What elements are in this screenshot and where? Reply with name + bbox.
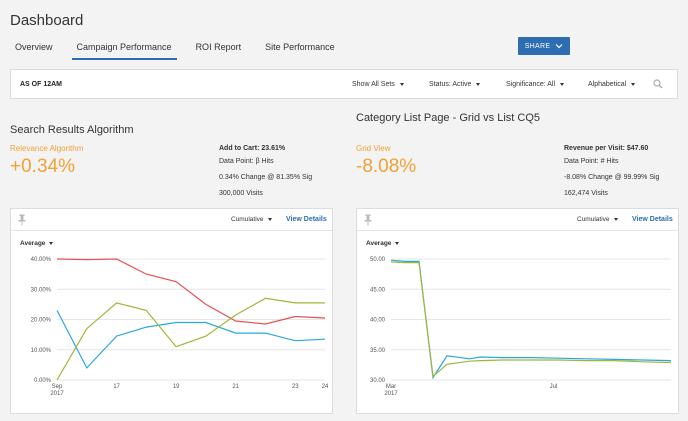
series-line-2 [56, 297, 325, 381]
page-title: Dashboard [10, 12, 84, 29]
series-line-1 [56, 310, 326, 369]
right-metric-label: Grid View [356, 144, 391, 153]
tab-roi-report[interactable]: ROI Report [195, 42, 242, 52]
tab-site-performance[interactable]: Site Performance [265, 42, 335, 52]
left-metric-value: +0.34% [10, 156, 75, 177]
right-metric-value: -8.08% [356, 156, 417, 177]
chevron-down-icon [395, 242, 400, 245]
show-all-sets-dropdown[interactable]: Show All Sets [352, 81, 404, 88]
x-tick-label: Mar [386, 384, 396, 390]
x-tick-label: 17 [113, 384, 120, 390]
left-section-title: Search Results Algorithm [10, 124, 134, 136]
x-sub-label: 2017 [50, 391, 64, 397]
significance-label: Significance: All [506, 80, 556, 88]
x-tick-label: Jul [550, 384, 558, 390]
status-label: Status: Active [429, 80, 472, 88]
chevron-down-icon [476, 82, 481, 86]
cumulative-label: Cumulative [577, 216, 610, 223]
y-tick-label: 40.00 [370, 318, 386, 324]
status-dropdown[interactable]: Status: Active [429, 80, 481, 88]
y-tick-label: 20.00% [31, 318, 52, 324]
average-label: Average [366, 240, 392, 247]
show-all-sets-label: Show All Sets [352, 80, 395, 88]
left-stat-data-point: Data Point: β Hits [219, 158, 274, 165]
right-chart-card: Cumulative View Details Average 30.00 35.… [356, 208, 679, 414]
right-stat-heading: Revenue per Visit: $47.60 [564, 145, 649, 152]
tab-campaign-performance[interactable]: Campaign Performance [71, 40, 177, 60]
significance-dropdown[interactable]: Significance: All [506, 80, 565, 88]
y-tick-label: 40.00% [31, 257, 52, 263]
left-chart-card: Cumulative View Details Average 0.00% 10.… [10, 208, 333, 414]
left-stat-heading: Add to Cart: 23.61% [219, 145, 286, 152]
share-button[interactable]: SHARE [518, 37, 570, 55]
x-tick-label: 21 [232, 384, 239, 390]
series-line-0 [56, 258, 326, 325]
left-metric-label: Relevance Algorithm [10, 144, 84, 153]
average-label: Average [20, 240, 46, 247]
x-tick-label: 19 [173, 384, 180, 390]
chevron-down-icon [399, 82, 404, 86]
right-stat-change: -8.08% Change @ 99.99% Sig [564, 174, 660, 181]
right-line-chart: 30.00 35.00 40.00 45.00 50.00 Mar Jul 2017 [370, 257, 672, 397]
y-tick-label: 50.00 [370, 257, 386, 263]
y-tick-label: 35.00 [370, 348, 386, 354]
share-label: SHARE [524, 42, 551, 50]
filter-bar: AS OF 12AM Show All Sets Status: Active … [10, 69, 678, 99]
right-stat-data-point: Data Point: # Hits [564, 158, 619, 165]
x-sub-label: 2017 [384, 391, 398, 397]
series-line-1 [390, 261, 672, 378]
sort-dropdown[interactable]: Alphabetical [588, 80, 636, 88]
average-dropdown[interactable]: Average [20, 240, 54, 247]
y-tick-label: 0.00% [34, 378, 52, 384]
cumulative-label: Cumulative [231, 216, 264, 223]
sort-label: Alphabetical [588, 80, 627, 88]
tab-bar: Overview Campaign Performance ROI Report… [10, 40, 354, 60]
chevron-down-icon [613, 218, 618, 221]
x-tick-label: 24 [322, 384, 329, 390]
y-tick-label: 10.00% [31, 348, 52, 354]
right-section-title: Category List Page - Grid vs List CQ5 [356, 112, 541, 124]
y-tick-label: 30.00 [370, 378, 386, 384]
chevron-down-icon [49, 242, 54, 245]
cumulative-dropdown[interactable]: Cumulative [577, 216, 618, 223]
search-icon[interactable] [653, 79, 663, 89]
as-of-label: AS OF 12AM [20, 80, 63, 88]
tab-overview[interactable]: Overview [15, 42, 53, 52]
left-stat-change: 0.34% Change @ 81.35% Sig [219, 174, 313, 181]
average-dropdown[interactable]: Average [366, 240, 400, 247]
view-details-link[interactable]: View Details [286, 216, 327, 223]
x-tick-label: Sep [52, 384, 63, 390]
pin-icon[interactable] [363, 214, 373, 226]
chevron-down-icon [555, 44, 563, 49]
view-details-link[interactable]: View Details [632, 216, 673, 223]
y-tick-label: 30.00% [31, 287, 52, 293]
y-tick-label: 45.00 [370, 287, 386, 293]
chevron-down-icon [631, 82, 636, 86]
right-stat-visits: 162,474 Visits [564, 190, 608, 197]
chevron-down-icon [560, 82, 565, 86]
right-chart-header: Cumulative View Details [357, 209, 678, 231]
left-stat-visits: 300,000 Visits [219, 190, 263, 197]
x-tick-label: 23 [292, 384, 299, 390]
pin-icon[interactable] [17, 214, 27, 226]
left-chart-header: Cumulative View Details [11, 209, 332, 231]
chevron-down-icon [267, 218, 272, 221]
left-line-chart: 0.00% 10.00% 20.00% 30.00% 40.00% Sep 17 19 21 23… [31, 257, 329, 397]
cumulative-dropdown[interactable]: Cumulative [231, 216, 272, 223]
